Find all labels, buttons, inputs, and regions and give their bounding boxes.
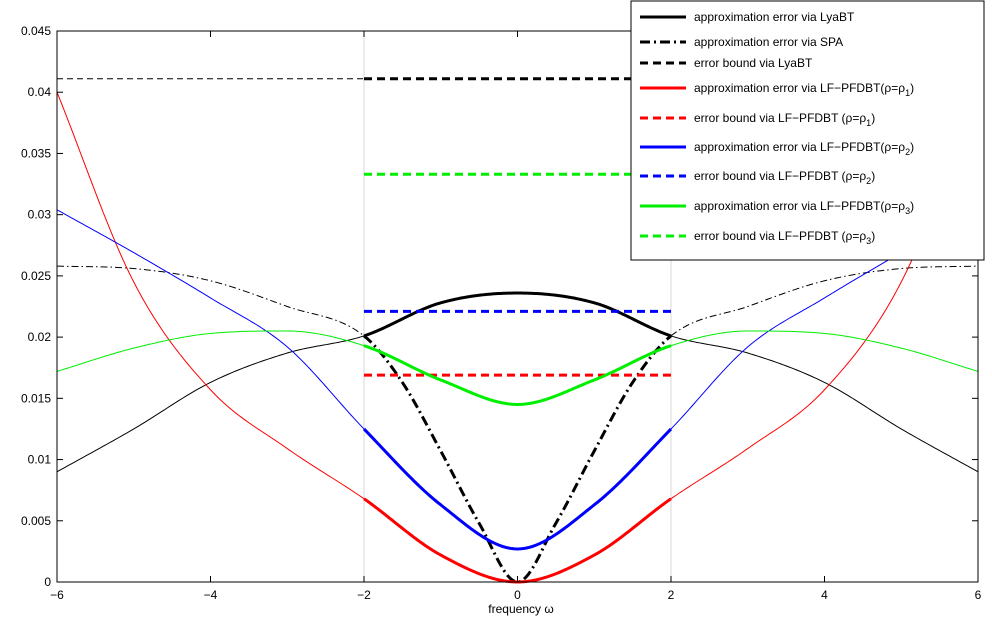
x-tick-label-5: 4	[821, 588, 828, 602]
y-tick-label-4: 0.02	[28, 330, 52, 344]
y-tick-label-9: 0.045	[21, 24, 51, 38]
series-0-outer-left	[56, 335, 365, 473]
axes-layer: −6 −4 −2 0 2 4 6 0 0.005 0.01 0.015 0.02 0.025 0.03 0.…	[21, 24, 982, 602]
series-0-outer-right	[670, 335, 979, 473]
y-tick-label-3: 0.015	[21, 391, 51, 405]
y-tick-label-2: 0.01	[28, 453, 52, 467]
legend-label-0: approximation error via LyaBT	[694, 10, 855, 24]
series-1	[56, 265, 979, 584]
legend-label-5: approximation error via LF−PFDBT(ρ=ρ2)	[694, 140, 914, 157]
series-0-inner	[363, 291, 672, 338]
y-tick-label-0: 0	[44, 575, 51, 589]
legend-label-6: error bound via LF−PFDBT (ρ=ρ2)	[694, 169, 875, 186]
legend-label-3: approximation error via LF−PFDBT(ρ=ρ1)	[694, 81, 914, 98]
x-axis-label: frequency ω	[488, 602, 553, 616]
series-7	[56, 330, 979, 406]
series-5-inner	[362, 427, 673, 551]
series-1-outer-left	[56, 265, 365, 337]
series-7-inner	[363, 344, 672, 406]
x-tick-label-1: −4	[204, 588, 218, 602]
series-7-outer-left	[56, 330, 365, 372]
legend-box	[630, 0, 985, 261]
x-tick-label-3: 0	[514, 588, 521, 602]
y-tick-label-7: 0.035	[21, 146, 51, 160]
legend: approximation error via LyaBT approximati…	[630, 0, 985, 261]
series-0	[56, 291, 979, 473]
y-tick-label-8: 0.04	[28, 85, 52, 99]
y-tick-label-1: 0.005	[21, 514, 51, 528]
x-tick-label-2: −2	[357, 588, 371, 602]
legend-label-4: error bound via LF−PFDBT (ρ=ρ1)	[694, 111, 875, 128]
series-5-outer-left	[56, 209, 365, 430]
series-1-inner	[363, 334, 672, 584]
x-tick-label-4: 2	[668, 588, 675, 602]
series-1-outer-right	[670, 265, 979, 337]
legend-label-1: approximation error via SPA	[694, 35, 843, 49]
x-tick-label-0: −6	[50, 588, 64, 602]
series-3-outer-left	[56, 92, 365, 500]
x-tick-label-6: 6	[975, 588, 982, 602]
y-tick-label-5: 0.025	[21, 269, 51, 283]
legend-label-2: error bound via LyaBT	[694, 56, 813, 70]
y-tick-label-6: 0.03	[28, 208, 52, 222]
legend-label-7: approximation error via LF−PFDBT(ρ=ρ3)	[694, 199, 914, 216]
legend-label-8: error bound via LF−PFDBT (ρ=ρ3)	[694, 229, 875, 246]
series-7-outer-right	[670, 330, 979, 372]
